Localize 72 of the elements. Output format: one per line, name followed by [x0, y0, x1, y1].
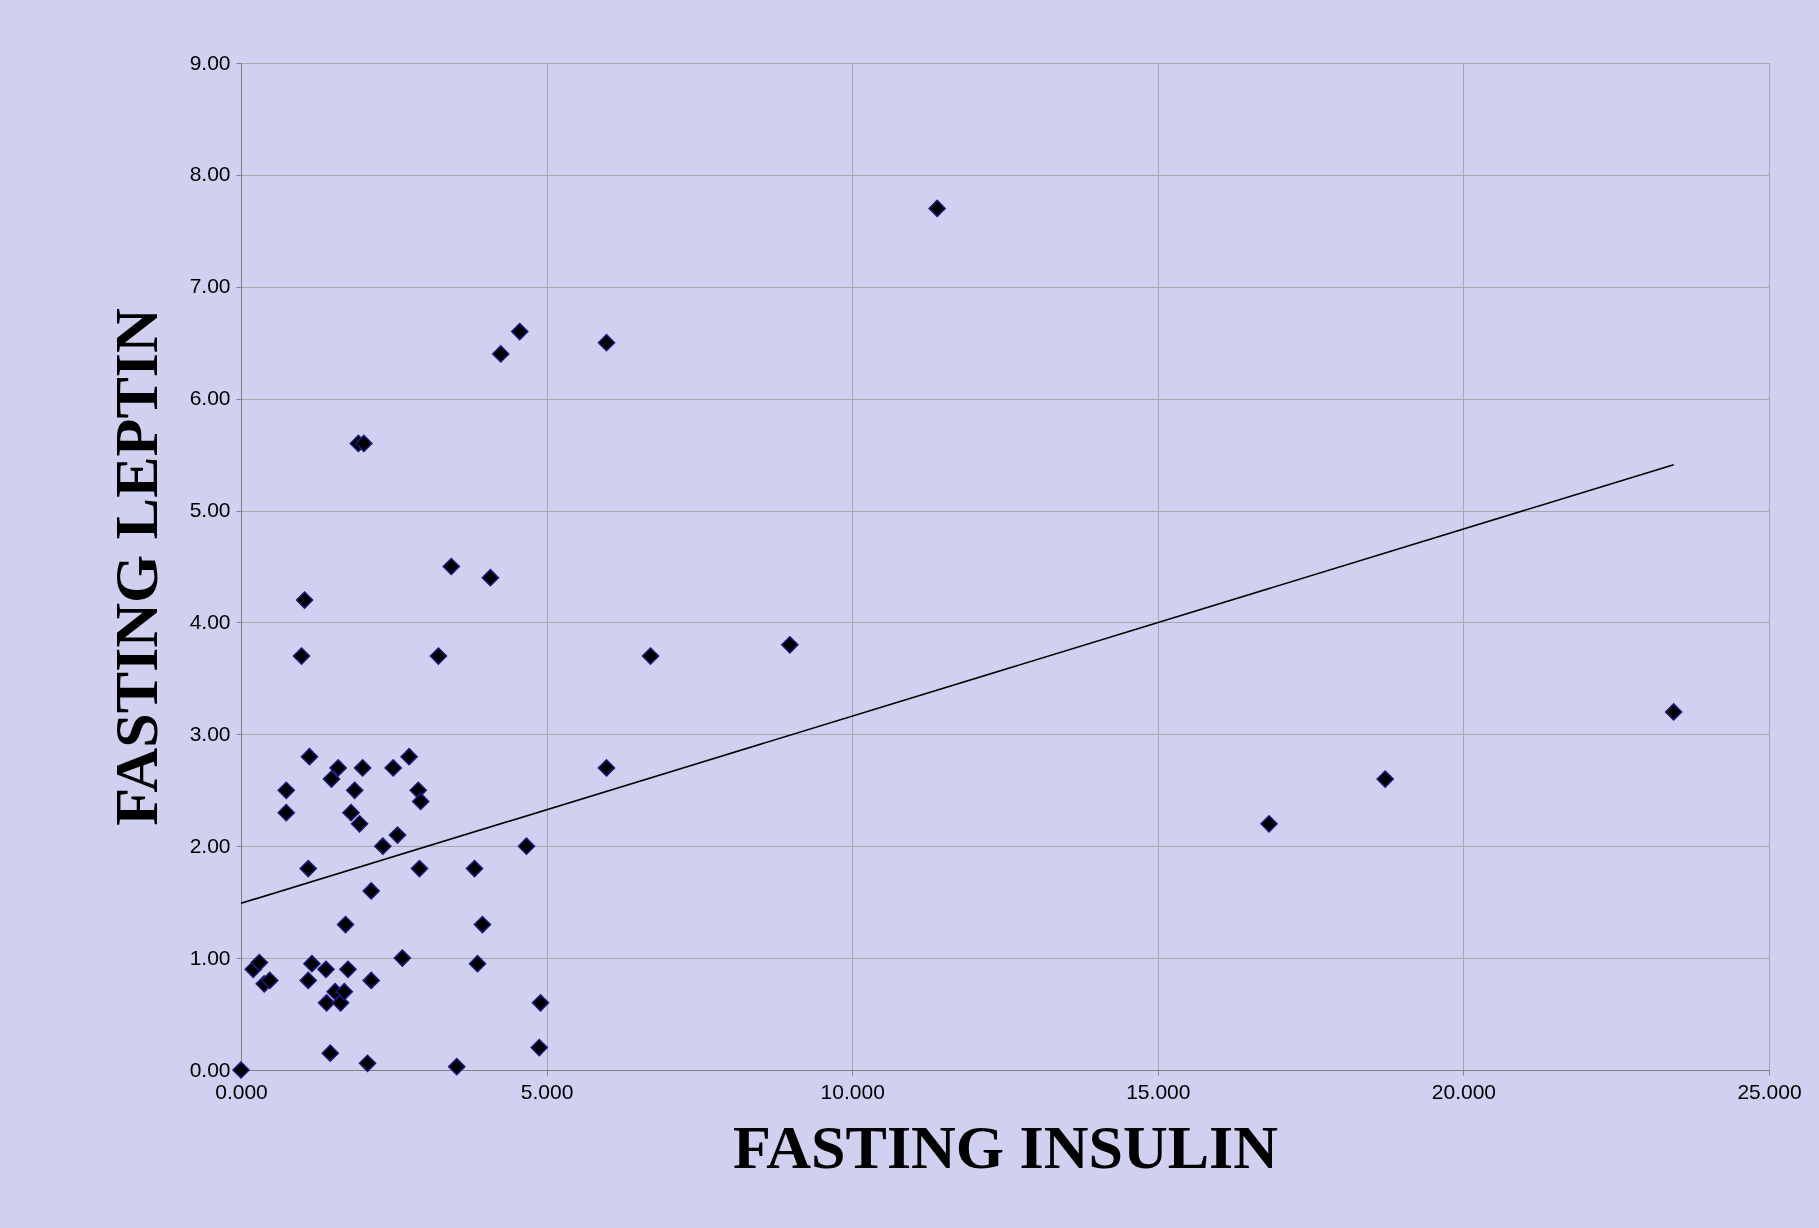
point	[299, 971, 318, 990]
point	[468, 954, 487, 973]
point	[317, 960, 335, 979]
point	[358, 1054, 377, 1073]
point	[362, 882, 380, 900]
point	[531, 994, 550, 1012]
point	[411, 792, 430, 811]
point	[353, 759, 372, 777]
point	[339, 960, 357, 979]
point	[491, 345, 510, 363]
point	[597, 333, 616, 352]
point	[1260, 815, 1278, 833]
point	[317, 994, 336, 1012]
x-tick-label: 5.000	[520, 1079, 574, 1103]
point	[321, 1044, 340, 1063]
point	[510, 322, 529, 341]
point	[250, 953, 269, 972]
point	[1376, 770, 1394, 788]
point	[336, 915, 355, 934]
point	[928, 199, 946, 218]
point	[299, 859, 318, 878]
point	[641, 647, 660, 665]
x-tick-label: 20.000	[1431, 1079, 1497, 1103]
y-axis-title: FASTING LEPTIN	[101, 308, 170, 826]
point	[781, 636, 799, 654]
point	[393, 949, 412, 967]
x-tick-label: 25.000	[1737, 1079, 1802, 1103]
point	[429, 647, 448, 665]
y-tick-label: 5.00	[189, 498, 231, 522]
point	[530, 1038, 549, 1057]
y-tick-label: 4.00	[189, 609, 231, 633]
y-tick-label: 9.00	[189, 50, 231, 74]
point	[473, 915, 492, 934]
point	[400, 747, 418, 766]
point	[260, 971, 279, 990]
y-tick-label: 1.00	[189, 945, 231, 969]
point	[481, 568, 500, 587]
point	[442, 557, 461, 576]
point	[277, 781, 296, 800]
x-tick-label: 0.000	[215, 1079, 268, 1103]
x-tick-label: 10.000	[820, 1079, 885, 1103]
point	[410, 859, 429, 878]
y-tick-label: 3.00	[189, 721, 231, 745]
y-tick-label: 7.00	[189, 274, 231, 298]
point	[300, 747, 319, 766]
point	[355, 434, 373, 453]
x-tick-label: 15.000	[1126, 1079, 1191, 1103]
point	[517, 837, 536, 856]
point	[303, 954, 321, 973]
point	[322, 770, 341, 788]
point	[342, 803, 360, 822]
point	[329, 759, 347, 777]
y-tick-label: 2.00	[189, 833, 231, 857]
point	[295, 591, 314, 609]
y-tick-label: 0.00	[189, 1057, 231, 1081]
point	[335, 982, 354, 1001]
point	[447, 1057, 466, 1076]
point	[1664, 703, 1683, 721]
point	[597, 759, 616, 777]
x-axis-title: FASTING INSULIN	[733, 1112, 1278, 1181]
y-tick-label: 8.00	[189, 162, 231, 186]
point	[384, 759, 402, 777]
point	[350, 815, 369, 833]
point	[277, 803, 296, 822]
y-tick-label: 6.00	[189, 386, 231, 410]
point	[373, 837, 392, 856]
point	[465, 859, 484, 878]
point	[362, 971, 380, 990]
point	[388, 826, 407, 844]
point	[345, 781, 364, 800]
point	[292, 647, 311, 665]
point	[232, 1061, 250, 1079]
